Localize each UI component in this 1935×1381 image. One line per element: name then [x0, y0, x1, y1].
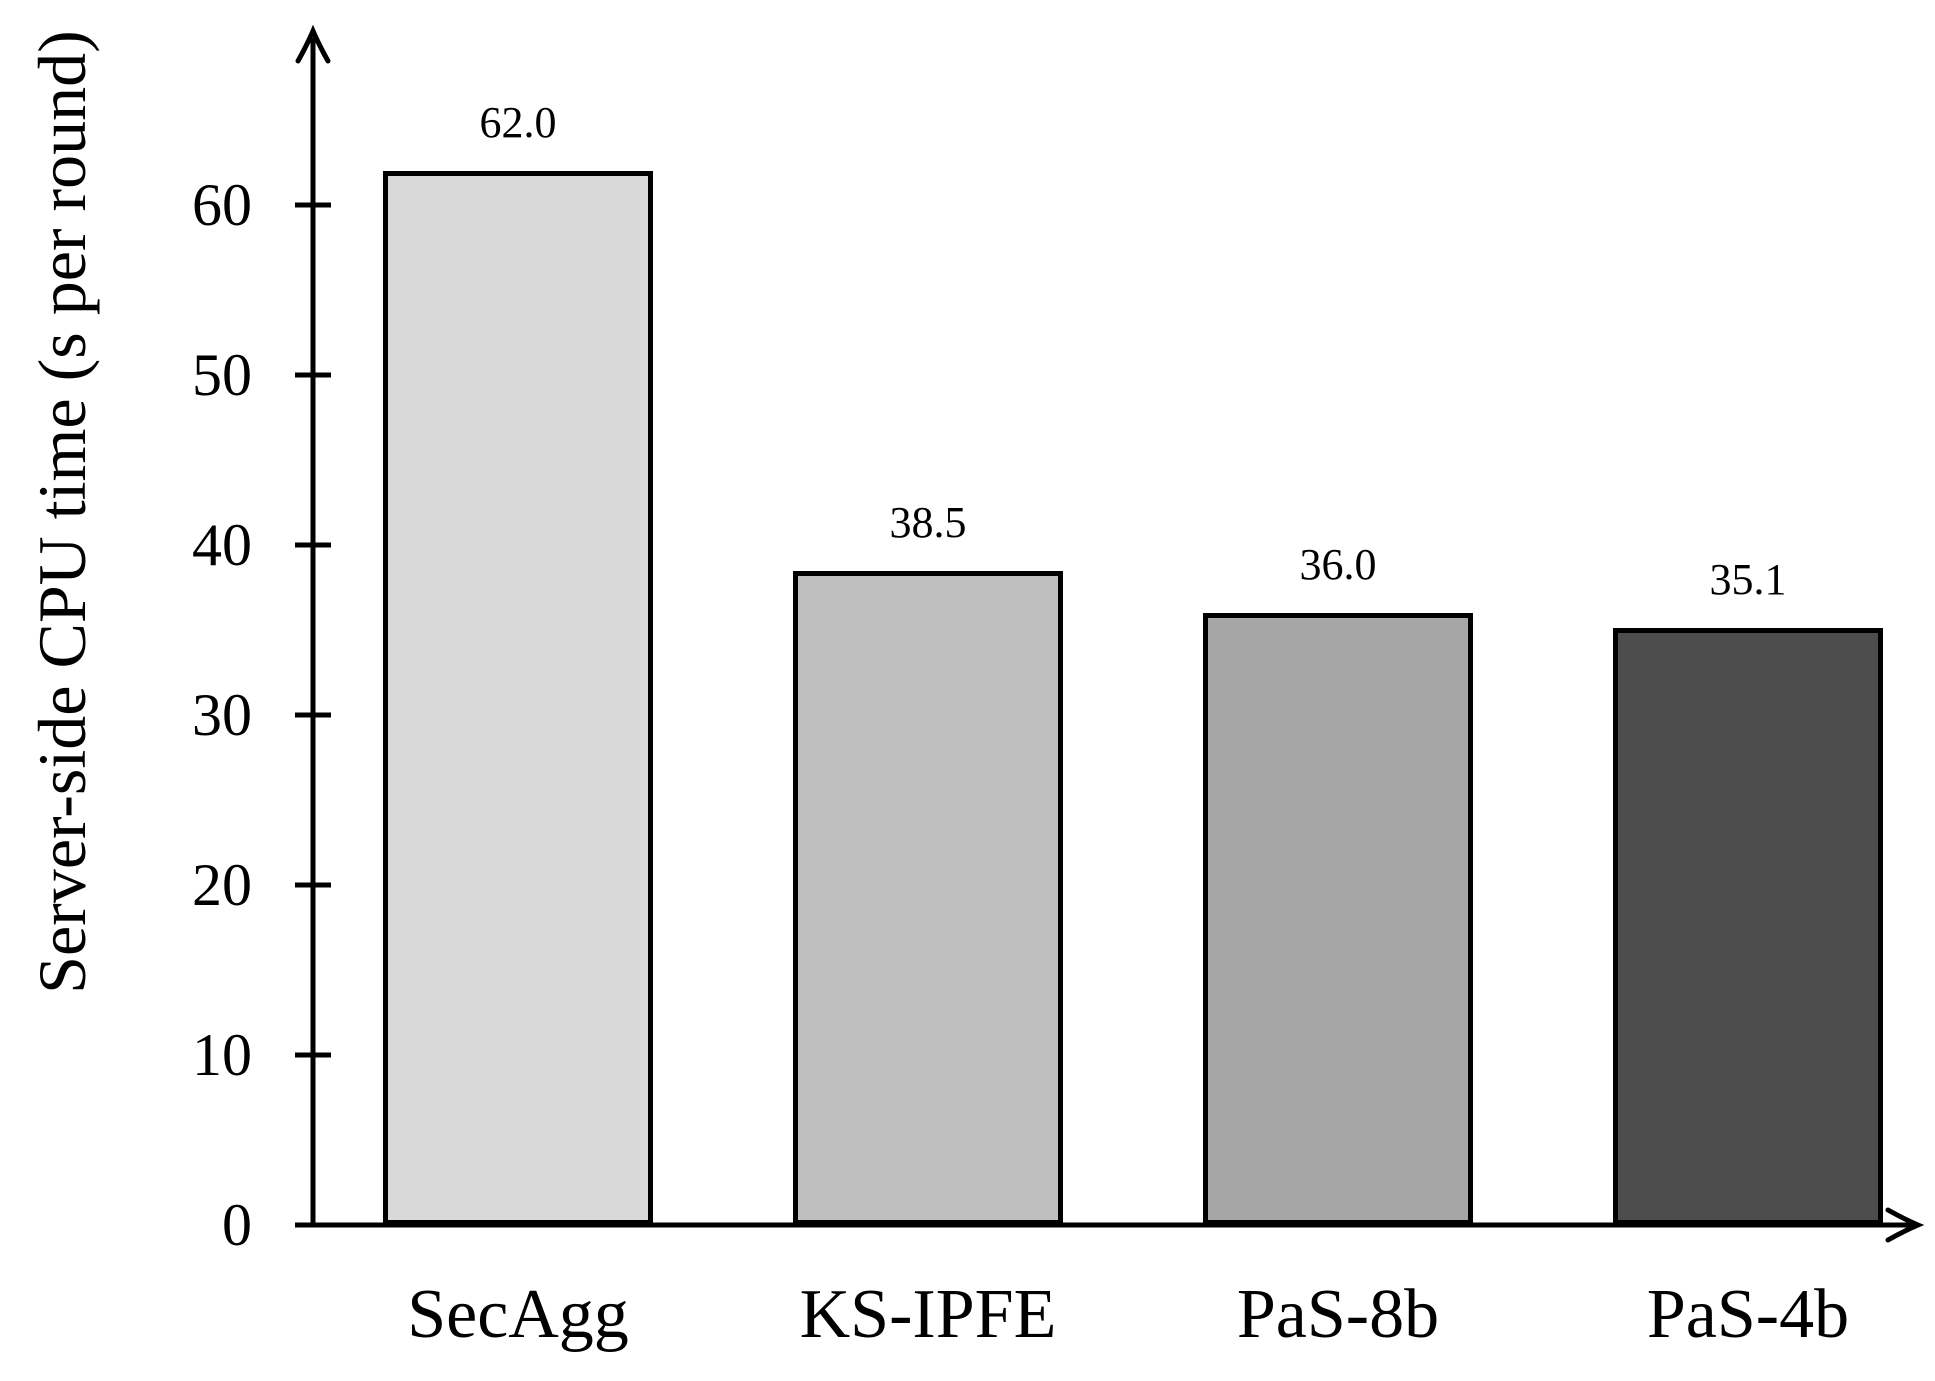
y-tick-label-10: 10: [192, 1022, 252, 1088]
y-tick-label-40: 40: [192, 512, 252, 578]
y-tick-label-0: 0: [222, 1192, 252, 1258]
y-axis-arrowhead: [295, 24, 331, 64]
bar-ks-ipfe: [793, 570, 1063, 1225]
value-label-secagg: 62.0: [479, 98, 557, 147]
value-label-pas-4b: 35.1: [1709, 555, 1787, 605]
bar-secagg: [383, 171, 653, 1225]
x-axis-arrowhead: [1885, 1207, 1925, 1243]
category-label-pas-4b: PaS-4b: [1646, 1276, 1850, 1353]
bar-pas-8b: [1203, 613, 1473, 1225]
y-tick-label-60: 60: [192, 172, 252, 238]
y-tick-label-50: 50: [192, 342, 252, 408]
bar-pas-4b: [1613, 628, 1883, 1225]
category-label-ks-ipfe: KS-IPFE: [799, 1276, 1057, 1353]
y-tick-label-20: 20: [192, 852, 252, 918]
category-label-pas-8b: PaS-8b: [1236, 1276, 1440, 1353]
category-label-secagg: SecAgg: [407, 1276, 629, 1353]
value-label-ks-ipfe: 38.5: [889, 497, 967, 547]
value-label-pas-8b: 36.0: [1299, 540, 1377, 589]
y-tick-label-30: 30: [192, 682, 252, 748]
